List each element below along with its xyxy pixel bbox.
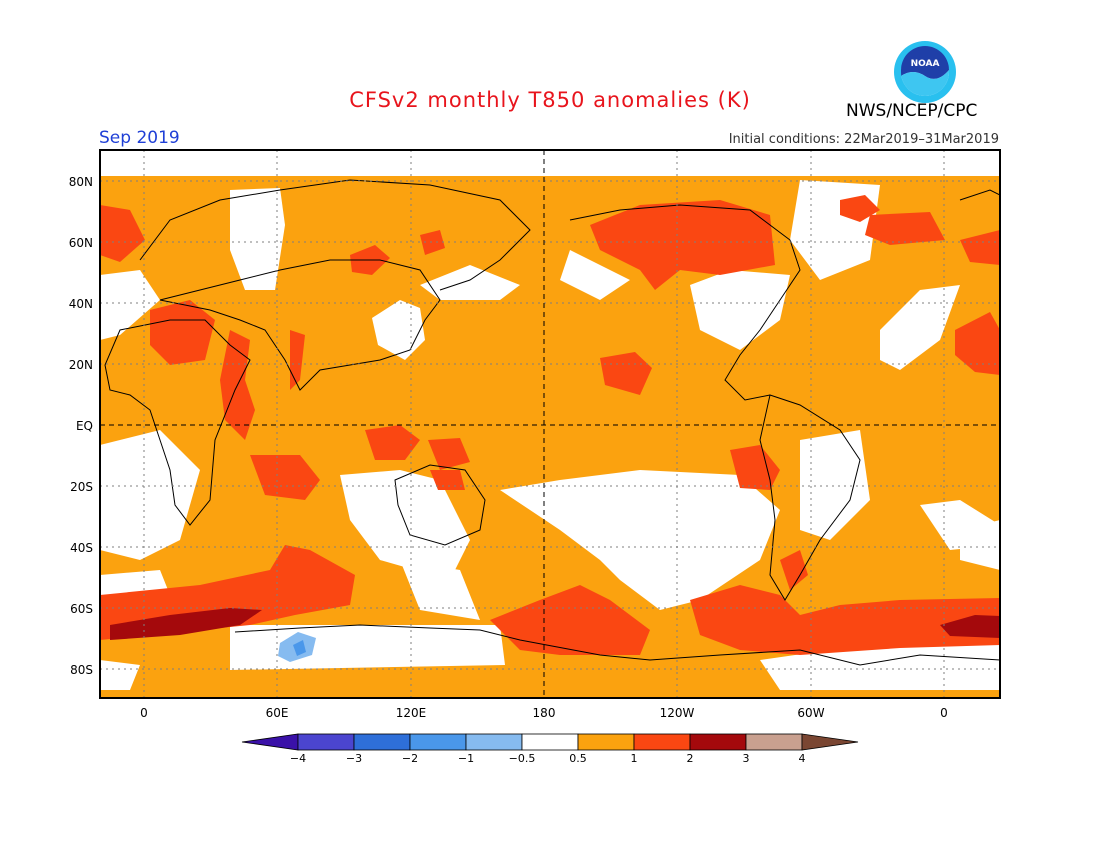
map-title: CFSv2 monthly T850 anomalies (K) bbox=[349, 88, 751, 112]
longitude-labels: 0 60E 120E 180 120W 60W 0 bbox=[140, 706, 948, 720]
coastlines bbox=[104, 179, 1000, 666]
logo-text: NOAA bbox=[911, 59, 940, 69]
colorbar-segment bbox=[465, 733, 523, 751]
map-frame bbox=[99, 149, 1001, 699]
lat-label: 60N bbox=[69, 236, 93, 250]
colorbar-segment bbox=[297, 733, 355, 751]
colorbar-label: −4 bbox=[290, 752, 306, 765]
forecast-month: Sep 2019 bbox=[99, 128, 180, 148]
lat-label: 80S bbox=[70, 663, 93, 677]
colorbar-segment bbox=[745, 733, 803, 751]
cool-regions bbox=[278, 632, 316, 662]
colorbar-end-low bbox=[241, 733, 299, 751]
lat-label: EQ bbox=[76, 419, 93, 433]
colorbar-label: 3 bbox=[743, 752, 750, 765]
graticule bbox=[100, 150, 1000, 698]
lat-label: 60S bbox=[70, 602, 93, 616]
hot-regions bbox=[110, 608, 1000, 640]
colorbar-label: 4 bbox=[799, 752, 806, 765]
colorbar-label: 2 bbox=[687, 752, 694, 765]
lon-label: 0 bbox=[940, 706, 948, 720]
organization-label: NWS/NCEP/CPC bbox=[846, 101, 978, 121]
colorbar-end-high bbox=[801, 733, 859, 751]
colorbar-segment bbox=[577, 733, 635, 751]
colorbar-label: 1 bbox=[631, 752, 638, 765]
lon-label: 60E bbox=[266, 706, 289, 720]
lon-label: 120E bbox=[396, 706, 427, 720]
lon-label: 0 bbox=[140, 706, 148, 720]
colorbar-label: −0.5 bbox=[509, 752, 536, 765]
initial-conditions-label: Initial conditions: 22Mar2019–31Mar2019 bbox=[728, 132, 999, 147]
colorbar-segment bbox=[689, 733, 747, 751]
color-scale-bar: −4 −3 −2 −1 −0.5 0.5 1 2 3 4 bbox=[241, 733, 859, 765]
noaa-logo-icon: NOAA bbox=[894, 41, 956, 103]
colorbar-segment bbox=[353, 733, 411, 751]
lat-label: 80N bbox=[69, 175, 93, 189]
lon-label: 60W bbox=[797, 706, 824, 720]
lat-label: 20N bbox=[69, 358, 93, 372]
colorbar-label: −1 bbox=[458, 752, 474, 765]
lon-label: 120W bbox=[660, 706, 695, 720]
lat-label: 20S bbox=[70, 480, 93, 494]
lon-label: 180 bbox=[533, 706, 556, 720]
anomaly-field bbox=[100, 150, 1000, 698]
colorbar-segment bbox=[633, 733, 691, 751]
lat-label: 40S bbox=[70, 541, 93, 555]
colorbar-label: −2 bbox=[402, 752, 418, 765]
colorbar-segment bbox=[409, 733, 467, 751]
colorbar-label: −3 bbox=[346, 752, 362, 765]
colorbar-segment bbox=[521, 733, 579, 751]
colorbar-label: 0.5 bbox=[569, 752, 587, 765]
equator-dateline bbox=[100, 150, 1000, 698]
lat-label: 40N bbox=[69, 297, 93, 311]
latitude-labels: 80N 60N 40N 20N EQ 20S 40S 60S 80S bbox=[69, 175, 93, 677]
